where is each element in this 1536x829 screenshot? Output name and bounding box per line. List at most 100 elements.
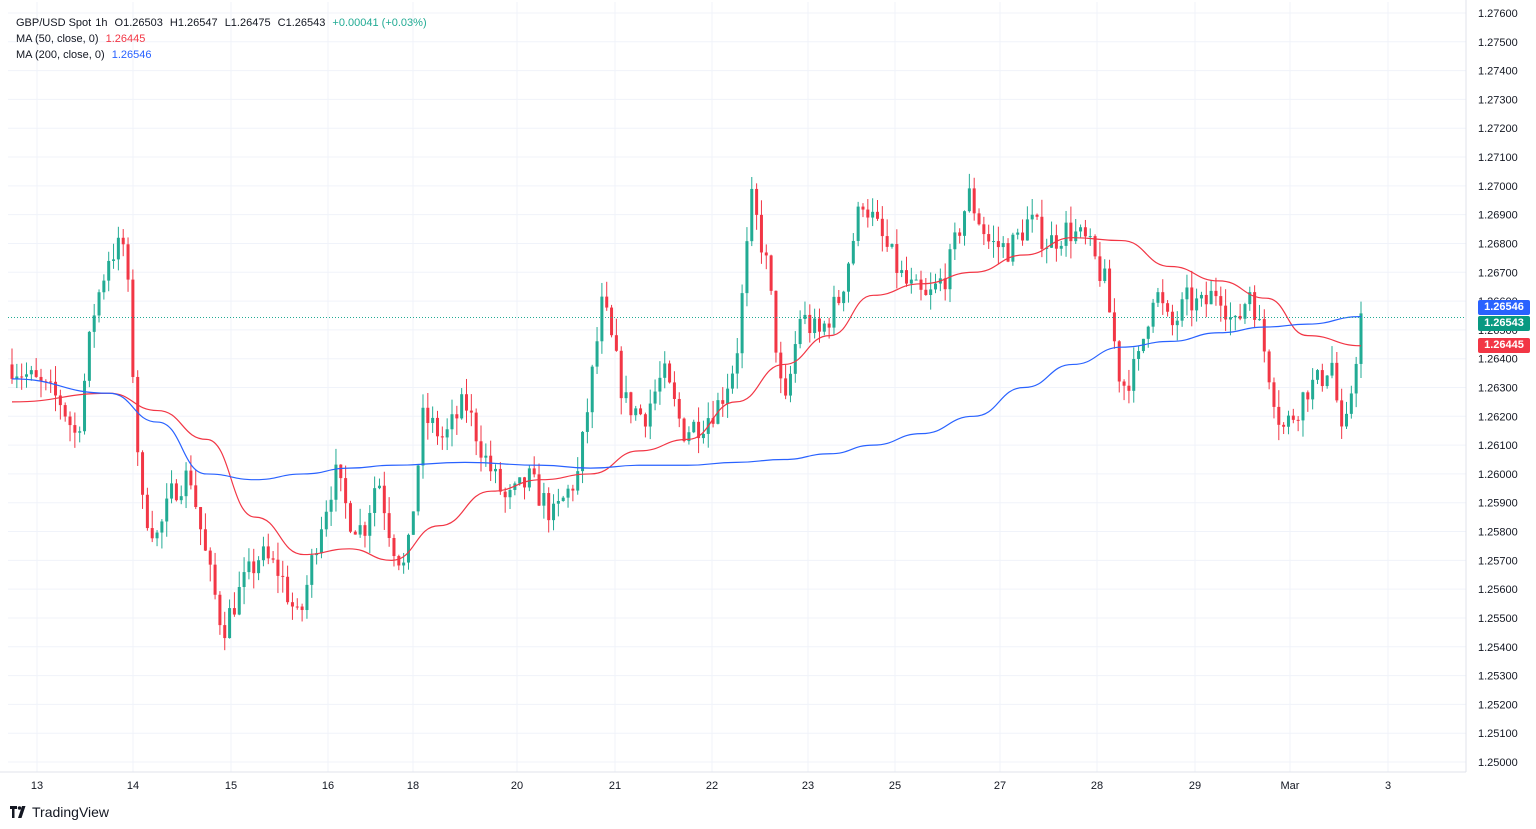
ma50-label: MA (50, close, 0) (16, 33, 99, 45)
candle-up (102, 280, 106, 293)
candle-up (846, 263, 850, 292)
candle-down (711, 418, 715, 424)
y-tick-label: 1.25000 (1478, 757, 1518, 769)
candle-up (1156, 292, 1160, 303)
candle-up (1059, 245, 1063, 249)
candle-up (1199, 294, 1203, 299)
candle-up (692, 421, 696, 433)
x-tick-label: 25 (889, 780, 901, 792)
candle-up (600, 296, 604, 342)
candle-down (1320, 370, 1324, 387)
candle-down (1282, 424, 1286, 427)
candle-down (875, 211, 879, 219)
candle-up (566, 488, 570, 498)
candle-up (242, 572, 246, 588)
ohlc-close: C1.26543 (277, 17, 326, 29)
candle-down (174, 483, 178, 501)
candle-down (1117, 341, 1121, 382)
candle-up (1180, 299, 1184, 321)
candle-down (784, 378, 788, 396)
candle-up (1151, 302, 1155, 327)
candle-up (842, 291, 846, 304)
candle-down (668, 363, 672, 383)
legend-ma50-row[interactable]: MA (50, close, 0) 1.26445 (16, 31, 427, 47)
candle-down (614, 335, 618, 351)
candle-down (972, 188, 976, 214)
x-tick-label: 13 (31, 780, 43, 792)
candle-down (68, 416, 72, 426)
candle-up (1001, 243, 1005, 248)
candle-up (1137, 351, 1141, 359)
candle-up (914, 279, 918, 281)
candle-down (1069, 222, 1073, 242)
candle-up (377, 485, 381, 489)
candle-down (1335, 362, 1339, 401)
candle-up (484, 455, 488, 458)
candle-down (58, 395, 62, 406)
candle-up (803, 314, 807, 319)
x-tick-label: 28 (1091, 780, 1103, 792)
candle-down (1267, 351, 1271, 383)
candle-down (537, 474, 541, 506)
candle-down (1272, 382, 1276, 407)
candle-up (402, 562, 406, 566)
candle-down (982, 224, 986, 235)
candle-up (460, 394, 464, 419)
candle-down (290, 602, 294, 607)
candle-down (721, 400, 725, 404)
candle-up (1286, 415, 1290, 427)
candle-up (83, 380, 87, 432)
x-tick-label: 22 (706, 780, 718, 792)
tradingview-brand[interactable]: TradingView (10, 804, 109, 820)
candle-up (1243, 304, 1247, 319)
candle-down (759, 214, 763, 253)
y-tick-label: 1.26300 (1478, 383, 1518, 395)
candle-up (1103, 268, 1107, 282)
candle-up (160, 521, 164, 533)
candle-up (179, 496, 183, 501)
candle-up (261, 546, 265, 561)
x-tick-label: 15 (225, 780, 237, 792)
candle-up (561, 497, 565, 501)
candle-up (1354, 363, 1358, 394)
candle-up (508, 489, 512, 498)
candle-down (1238, 315, 1242, 319)
y-tick-label: 1.25600 (1478, 584, 1518, 596)
candle-up (445, 429, 449, 438)
price-axis: 1.27600 1.27500 1.27400 1.27300 1.27200 1.271… (1465, 0, 1518, 772)
y-tick-label: 1.25900 (1478, 498, 1518, 510)
candle-down (271, 558, 275, 560)
candle-down (1296, 419, 1300, 421)
candle-down (1214, 290, 1218, 297)
candle-down (131, 279, 135, 377)
candle-up (552, 503, 556, 521)
candle-up (750, 188, 754, 242)
candle-up (658, 377, 662, 392)
candle-up (745, 241, 749, 294)
candle-down (479, 441, 483, 458)
x-tick-label: Mar (1281, 780, 1300, 792)
candle-up (1146, 326, 1150, 339)
candle-up (726, 388, 730, 404)
candle-up (832, 296, 836, 328)
candle-down (440, 436, 444, 438)
candle-up (1248, 292, 1252, 305)
candle-up (329, 499, 333, 512)
x-tick-label: 16 (322, 780, 334, 792)
legend-ma200-row[interactable]: MA (200, close, 0) 1.26546 (16, 47, 427, 63)
candle-up (1016, 232, 1020, 235)
symbol-name[interactable]: GBP/USD Spot (16, 17, 92, 29)
y-tick-label: 1.26100 (1478, 440, 1518, 452)
candle-down (1006, 243, 1010, 262)
y-tick-label: 1.25200 (1478, 699, 1518, 711)
y-tick-label: 1.25400 (1478, 642, 1518, 654)
candle-up (653, 391, 657, 404)
candle-up (793, 344, 797, 374)
candle-down (547, 493, 551, 521)
candle-up (590, 366, 594, 413)
ma200-value: 1.26546 (111, 49, 152, 61)
moving-average-lines (8, 237, 1466, 561)
candle-down (455, 414, 459, 419)
candle-up (934, 283, 938, 290)
